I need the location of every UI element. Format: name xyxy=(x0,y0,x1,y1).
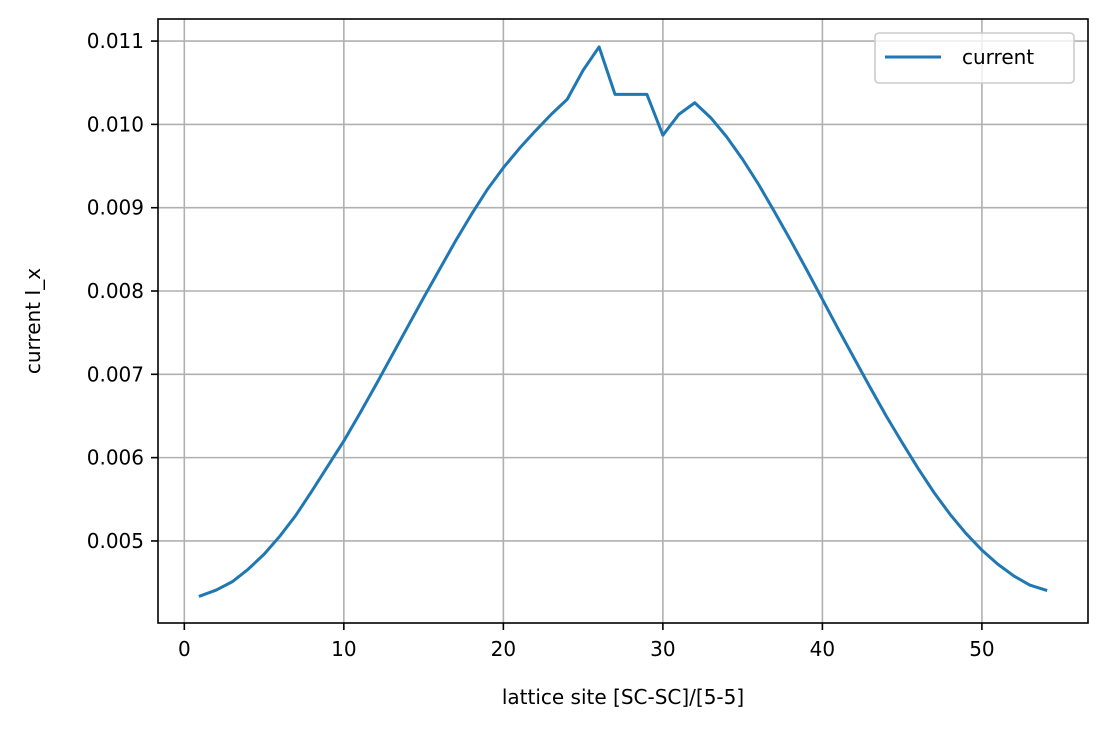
plot-area xyxy=(158,19,1088,623)
x-tick-label: 30 xyxy=(650,637,675,661)
x-tick-label: 40 xyxy=(810,637,835,661)
y-tick-label: 0.008 xyxy=(87,279,144,303)
legend-box xyxy=(874,32,1075,84)
x-tick-label: 10 xyxy=(331,637,356,661)
legend: current xyxy=(874,32,1075,84)
x-axis-ticks: 0 10 20 30 40 50 xyxy=(178,623,995,661)
x-tick-label: 0 xyxy=(178,637,191,661)
y-tick-label: 0.010 xyxy=(87,112,144,136)
series-line-current xyxy=(198,45,1048,598)
x-tick-label: 50 xyxy=(969,637,994,661)
y-tick-label: 0.005 xyxy=(87,529,144,553)
x-axis-label: lattice site [SC-SC]/[5-5] xyxy=(502,685,744,709)
y-tick-label: 0.006 xyxy=(87,446,144,470)
legend-label-current: current xyxy=(962,45,1034,69)
y-tick-label: 0.011 xyxy=(87,29,144,53)
x-tick-label: 20 xyxy=(491,637,516,661)
y-axis-label: current I_x xyxy=(21,268,45,374)
plot-frame xyxy=(157,18,1089,624)
series-layer xyxy=(198,45,1048,598)
grid xyxy=(158,19,1088,623)
y-axis-ticks: 0.005 0.006 0.007 0.008 0.009 0.010 0.011 xyxy=(87,29,158,553)
y-tick-label: 0.007 xyxy=(87,362,144,386)
y-tick-label: 0.009 xyxy=(87,196,144,220)
